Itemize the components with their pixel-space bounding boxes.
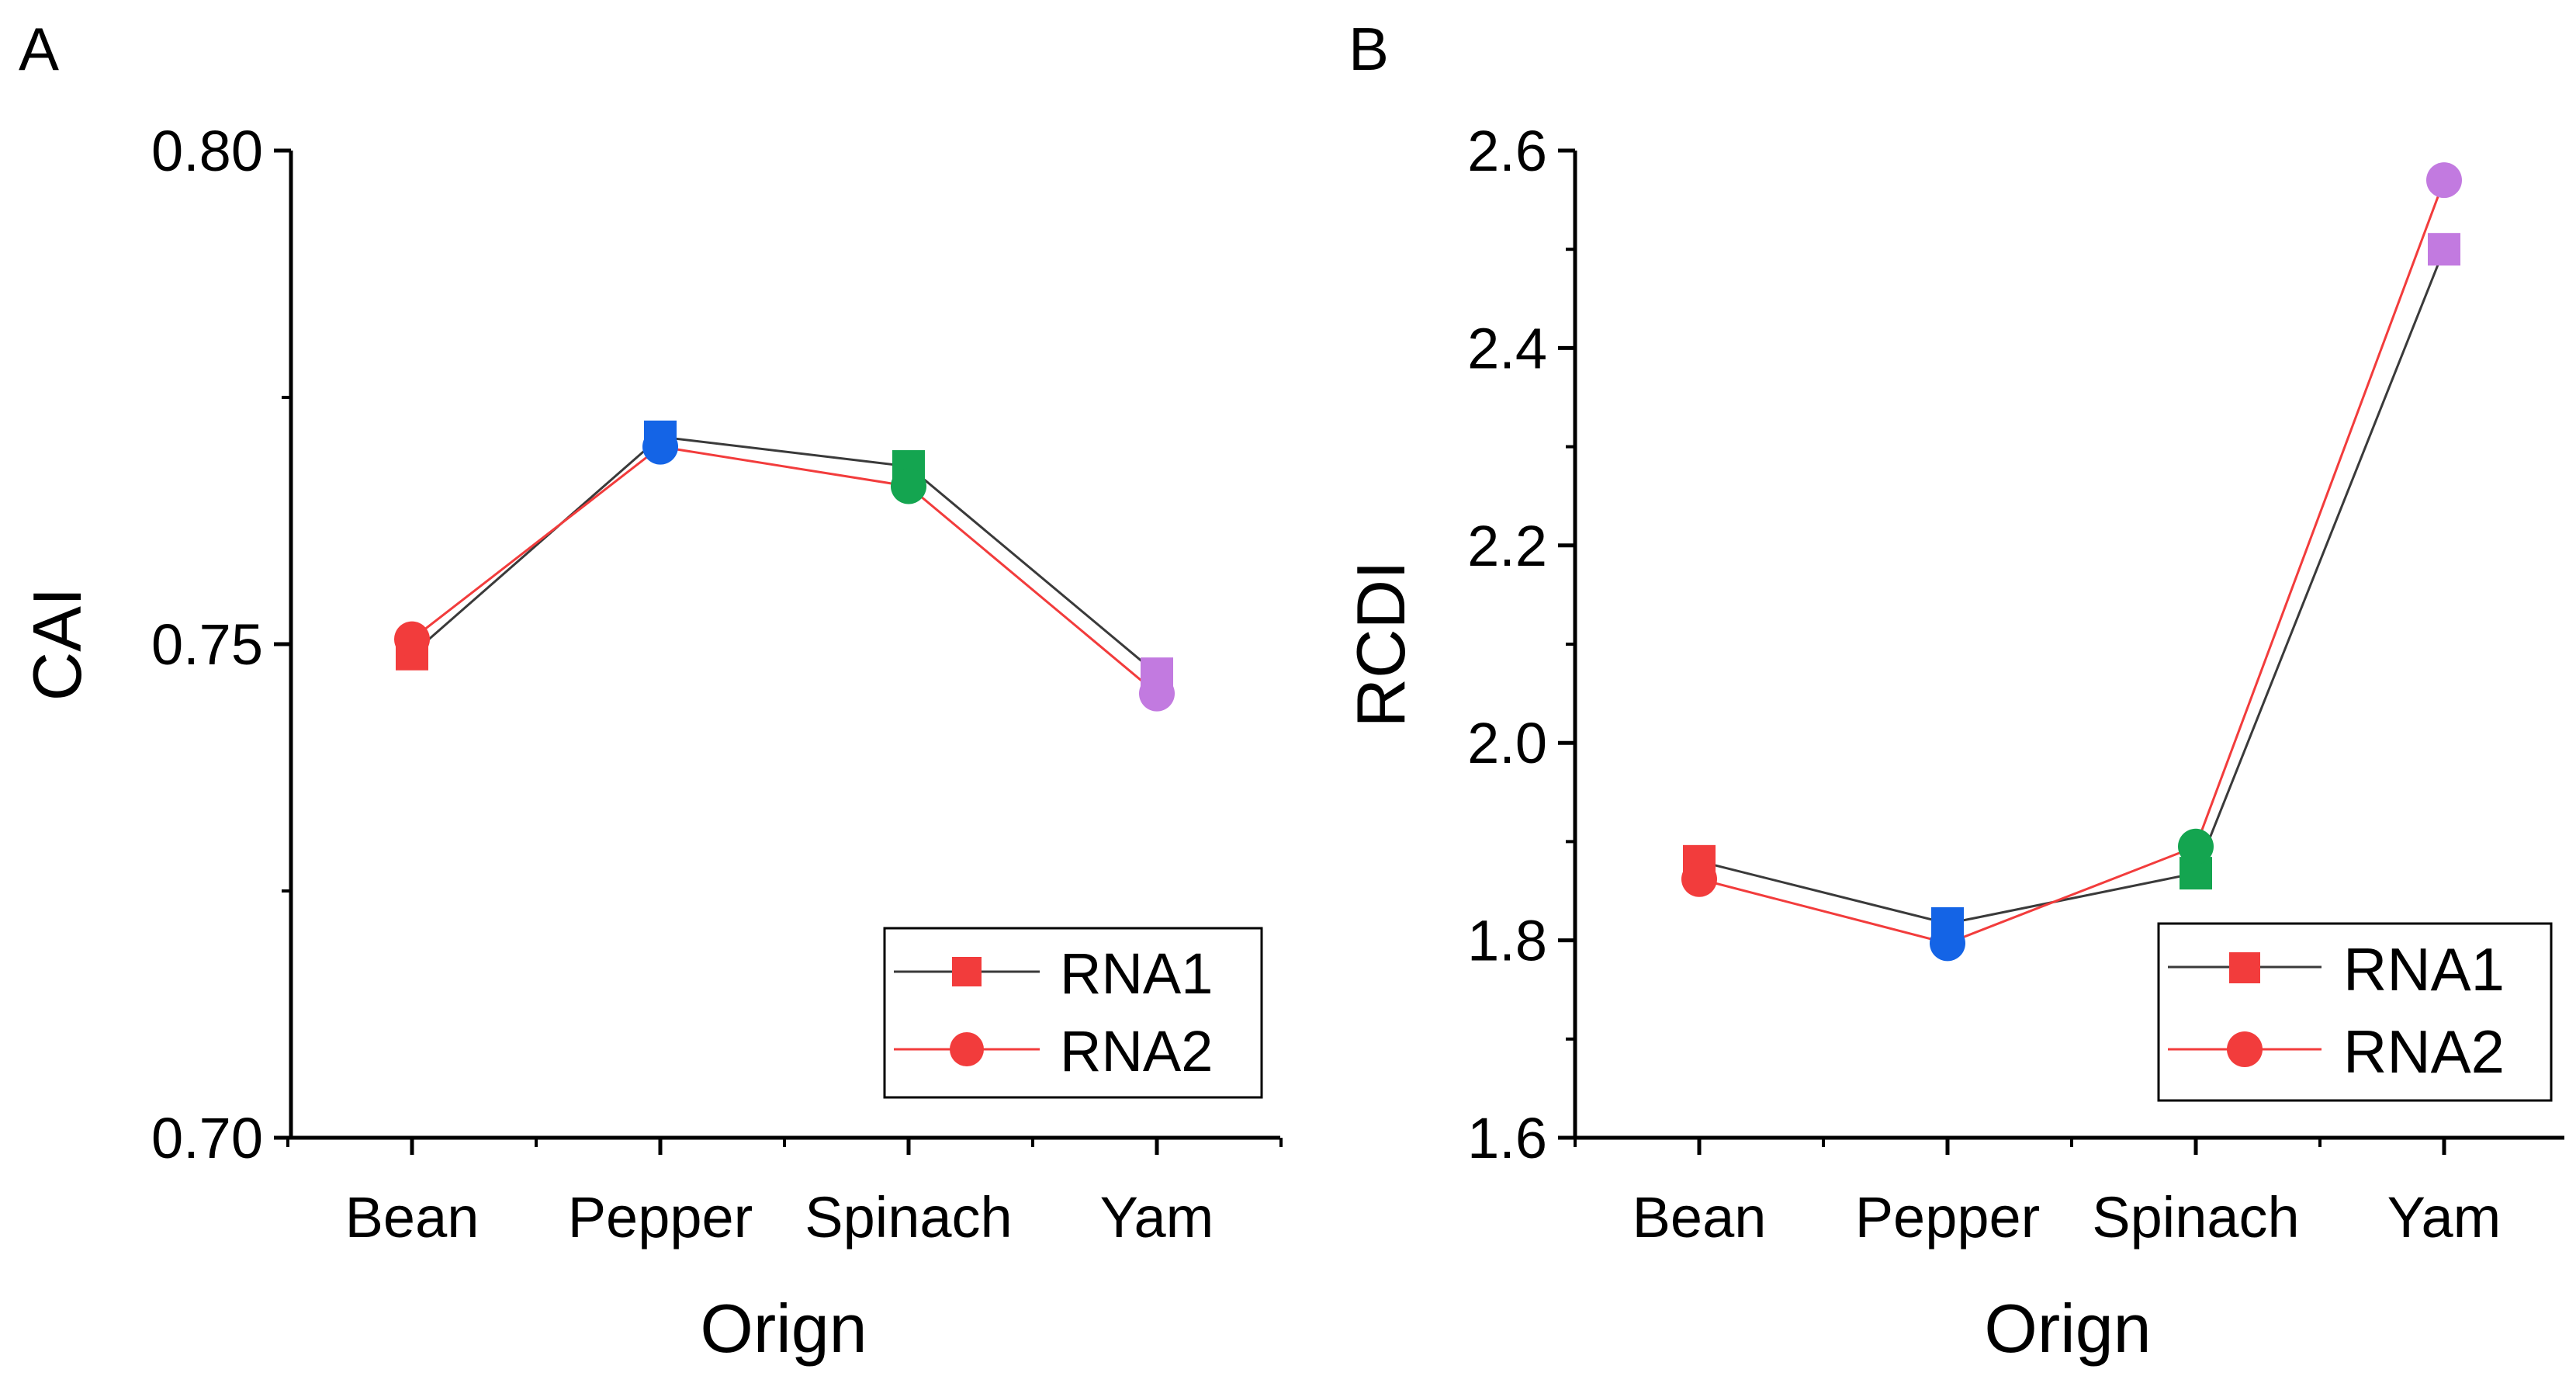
y-tick-label: 1.8: [1467, 909, 1547, 973]
x-tick-label: Bean: [1633, 1185, 1767, 1250]
point-rna2-spinach: [2178, 828, 2214, 865]
panel-a-legend-label-rna2: RNA2: [1060, 1019, 1213, 1083]
panel-a-x-ticks: Bean Pepper Spinach Yam: [286, 1138, 1283, 1250]
panel-a-label: A: [19, 15, 59, 83]
panel-a-y-ticks: 0.70 0.75 0.80: [151, 119, 291, 1170]
panel-b-label: B: [1349, 15, 1389, 83]
panel-a-legend-circle-marker: [950, 1032, 984, 1066]
series-line-rna1: [411, 435, 1158, 675]
panel-b-legend: RNA1 RNA2: [2157, 922, 2553, 1102]
x-tick-label: Spinach: [2092, 1185, 2299, 1250]
point-rna2-pepper: [1930, 925, 1965, 962]
x-tick-label: Pepper: [568, 1185, 753, 1250]
point-rna2-bean: [394, 621, 430, 657]
point-rna1-yam: [2428, 233, 2460, 266]
panel-b-legend-label-rna2: RNA2: [2343, 1017, 2505, 1086]
panel-a-legend-box: [883, 927, 1263, 1099]
x-tick-label: Pepper: [1855, 1185, 2041, 1250]
series-line-rna1: [1698, 248, 2446, 925]
panel-a-x-axis-title: Orign: [700, 1290, 867, 1367]
y-tick-label: 1.6: [1467, 1106, 1547, 1170]
point-rna2-bean: [1681, 861, 1717, 897]
y-tick-label: 2.0: [1467, 711, 1547, 775]
y-tick-label: 2.4: [1467, 316, 1547, 380]
y-tick-label: 0.75: [151, 612, 263, 677]
panel-b-x-axis-title: Orign: [1984, 1290, 2151, 1367]
panel-a-legend: RNA1 RNA2: [883, 927, 1263, 1099]
panel-a-cai-chart: A 0.700.750.80 Bean Pepper Spinach Yam CAI …: [19, 15, 1283, 1367]
panel-a-y-axis-title: CAI: [19, 588, 95, 702]
panel-b-y-axis-title: RCDI: [1342, 560, 1419, 727]
series-line-rna2: [411, 445, 1158, 695]
y-tick-label: 2.2: [1467, 514, 1547, 578]
y-tick-label: 2.6: [1467, 119, 1547, 183]
y-tick-label: 0.80: [151, 119, 263, 183]
panel-b-y-ticks: 1.6 1.8 2.0 2.2 2.4 2.6: [1467, 119, 1575, 1170]
panel-b-legend-circle-marker: [2227, 1031, 2263, 1067]
x-tick-label: Yam: [1100, 1185, 1214, 1250]
series-line-rna2: [1698, 179, 2446, 945]
panel-b-x-ticks: Bean Pepper Spinach Yam: [1574, 1138, 2502, 1250]
panel-b-rcdi-chart: B 1.6 1.8 2.0 2.2 2.4 2.6 Bean Pepper Spinach Ya…: [1342, 15, 2564, 1367]
panel-b-legend-square-marker: [2229, 952, 2260, 983]
x-tick-label: Spinach: [805, 1185, 1012, 1250]
panel-a-series: [394, 420, 1175, 712]
point-rna2-yam: [1139, 675, 1175, 712]
x-tick-label: Bean: [345, 1185, 480, 1250]
point-rna2-pepper: [642, 428, 678, 465]
panel-a-legend-square-marker: [952, 957, 982, 986]
panel-b-legend-label-rna1: RNA1: [2343, 935, 2505, 1003]
x-tick-label: Yam: [2387, 1185, 2502, 1250]
point-rna2-spinach: [891, 468, 926, 504]
panel-a-legend-label-rna1: RNA1: [1060, 941, 1213, 1006]
y-tick-label: 0.70: [151, 1106, 263, 1170]
point-rna2-yam: [2426, 162, 2462, 199]
panel-b-series: [1681, 162, 2462, 962]
panel-b-legend-box: [2157, 922, 2553, 1102]
